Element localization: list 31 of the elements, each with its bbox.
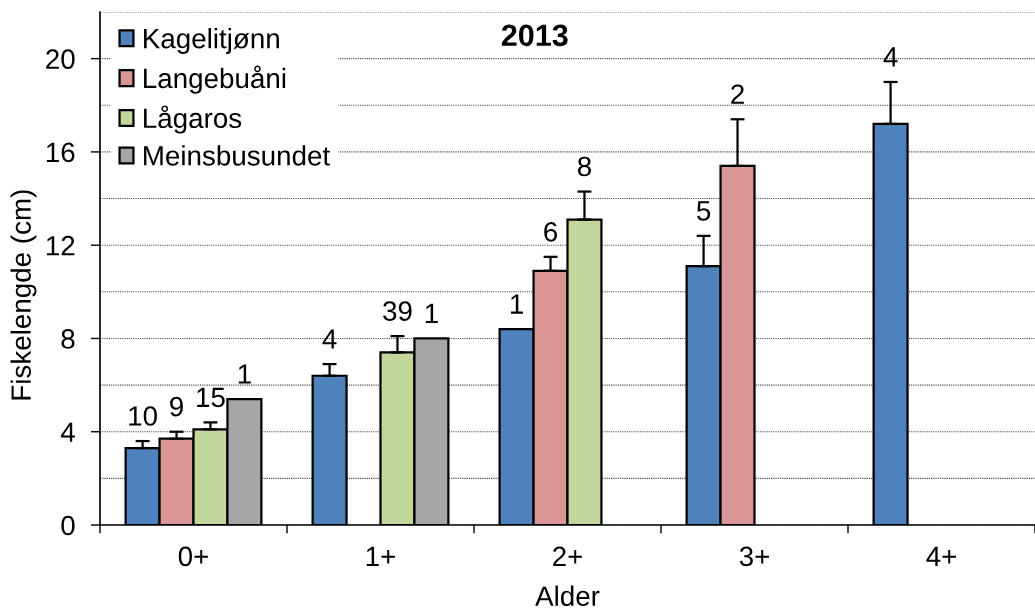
y-tick-label: 16: [46, 142, 75, 163]
x-tick-label: 3+: [739, 546, 769, 567]
annotation: 2: [731, 84, 744, 104]
annotation: 10: [129, 406, 157, 426]
x-tick-label: 1+: [366, 546, 395, 566]
legend-label: Meinsbusundet: [144, 145, 330, 166]
x-axis-title: Alder: [535, 585, 600, 607]
annotation: 8: [577, 156, 591, 177]
annotation: 15: [197, 387, 225, 408]
annotation: 1: [425, 303, 438, 323]
annotation: 39: [383, 301, 412, 321]
x-tick-label: 4+: [926, 546, 956, 566]
annotation: 4: [883, 47, 898, 67]
annotation: 6: [544, 221, 558, 242]
y-tick-label: 0: [61, 515, 75, 536]
y-tick-label: 4: [60, 422, 75, 442]
legend-label: Lågaros: [144, 105, 242, 134]
y-tick-label: 20: [46, 49, 75, 69]
annotation: 1: [510, 294, 523, 314]
annotation: 4: [322, 329, 337, 349]
x-tick-label: 0+: [178, 546, 208, 567]
legend-label: Kagelitjønn: [144, 28, 279, 54]
annotation: 1: [238, 364, 251, 384]
y-tick-label: 12: [46, 235, 75, 256]
annotation: 5: [696, 201, 711, 221]
x-tick-label: 2+: [553, 546, 582, 566]
y-axis-title: Fiskelengde (cm): [10, 190, 37, 400]
y-tick-label: 8: [61, 329, 75, 349]
legend-label: Langebuåni: [144, 65, 286, 94]
chart-title: 2013: [501, 24, 568, 47]
annotation: 9: [170, 396, 183, 417]
